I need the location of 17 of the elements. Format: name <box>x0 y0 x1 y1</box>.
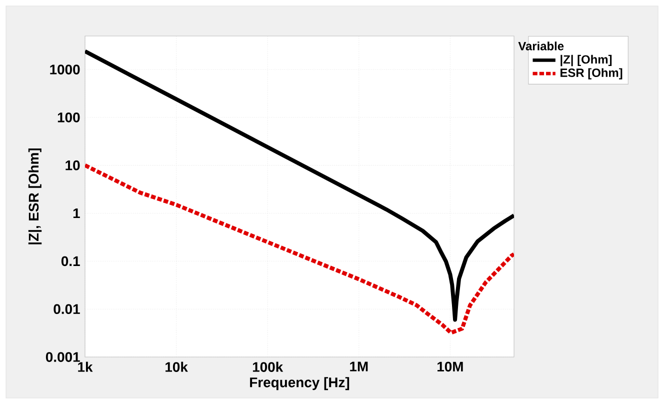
y-tick-label: 0.1 <box>61 256 80 266</box>
x-tick-label: 1M <box>350 362 368 372</box>
y-tick-label: 0.001 <box>46 352 80 362</box>
y-tick-label: 100 <box>58 112 80 122</box>
x-tick-label: 10k <box>166 362 188 372</box>
y-tick-label: 0.01 <box>54 304 80 314</box>
x-tick-label: 1k <box>78 362 93 372</box>
legend-label: |Z| [Ohm] <box>560 54 612 66</box>
legend-title: Variable <box>518 42 564 50</box>
legend-label: ESR [Ohm] <box>560 68 622 80</box>
y-tick-label: 1000 <box>50 64 80 74</box>
y-tick-label: 10 <box>66 160 80 170</box>
x-axis-title: Frequency [Hz] <box>250 377 350 390</box>
x-tick-label: 100k <box>252 362 284 372</box>
y-tick-label: 1 <box>73 208 80 218</box>
x-tick-label: 10M <box>438 362 463 372</box>
y-axis-title: |Z|, ESR [Ohm] <box>28 148 42 244</box>
